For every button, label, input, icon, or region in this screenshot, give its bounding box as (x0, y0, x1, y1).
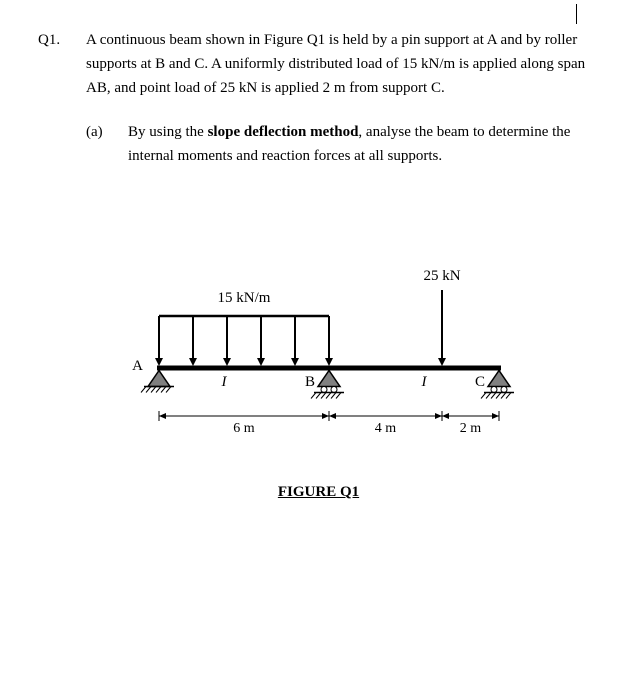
question-row: Q1. A continuous beam shown in Figure Q1… (38, 28, 599, 100)
text-cursor (576, 4, 577, 24)
pa-method: slope deflection method (208, 124, 359, 140)
question-label: Q1. (38, 28, 86, 100)
svg-text:4 m: 4 m (374, 421, 396, 436)
spacer (38, 120, 86, 168)
part-a-label: (a) (86, 120, 128, 168)
svg-text:I: I (220, 374, 227, 390)
svg-text:25 kN: 25 kN (423, 268, 460, 284)
q-line2: supports at B and C. A uniformly distrib… (86, 56, 585, 72)
svg-text:15 kN/m: 15 kN/m (217, 290, 270, 306)
beam-diagram: 25 kN 15 kN/m A B C I I 6 m 4 m 2 m (109, 228, 529, 458)
q-line1: A continuous beam shown in Figure Q1 is … (86, 32, 577, 48)
figure-caption: FIGURE Q1 (38, 480, 599, 504)
svg-text:6 m: 6 m (233, 421, 255, 436)
pa-pre: By using the (128, 124, 208, 140)
svg-text:B: B (304, 374, 314, 390)
pa-mid: , analyse the beam to determine the (358, 124, 570, 140)
pa-line2: internal moments and reaction forces at … (128, 148, 442, 164)
page-content: Q1. A continuous beam shown in Figure Q1… (0, 0, 637, 504)
svg-text:A: A (132, 358, 143, 374)
figure-container: 25 kN 15 kN/m A B C I I 6 m 4 m 2 m FIGURE Q1 (38, 228, 599, 504)
q-line3: AB, and point load of 25 kN is applied 2… (86, 80, 445, 96)
svg-text:2 m: 2 m (459, 421, 481, 436)
question-body: A continuous beam shown in Figure Q1 is … (86, 28, 599, 100)
part-a-row: (a) By using the slope deflection method… (38, 120, 599, 168)
svg-text:C: C (474, 374, 484, 390)
part-a-body: By using the slope deflection method, an… (128, 120, 599, 168)
svg-text:I: I (420, 374, 427, 390)
